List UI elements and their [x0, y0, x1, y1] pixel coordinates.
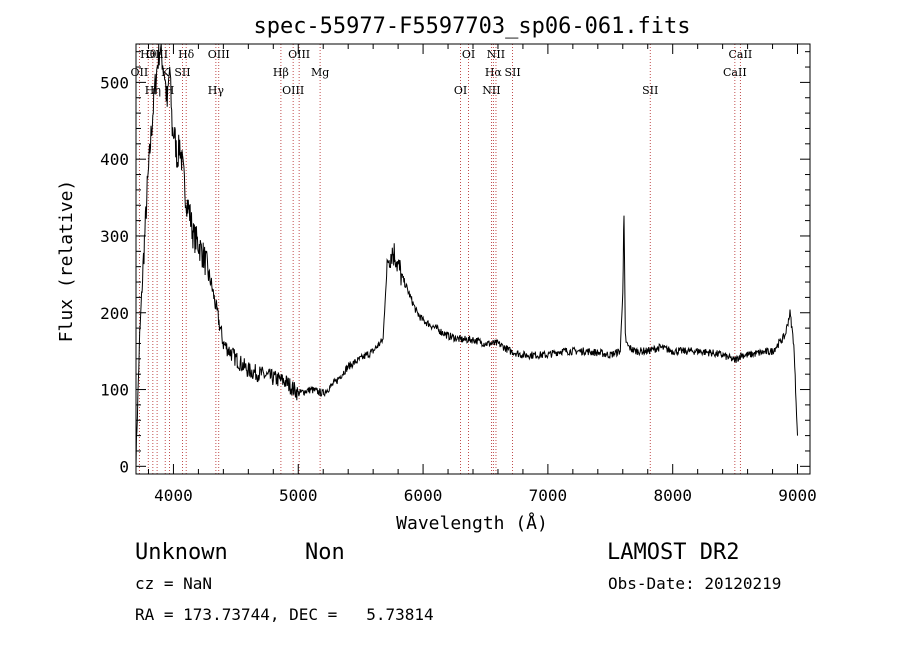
x-axis-ticks: 4000 5000 6000 7000 8000 9000 — [147, 44, 817, 505]
survey-name: LAMOST DR2 — [607, 540, 740, 565]
spectral-line-label: Hα — [485, 66, 503, 79]
spectral-line-label: OI — [462, 48, 475, 61]
spectral-line-label: Mg — [311, 66, 329, 79]
coordinates: RA = 173.73744, DEC = 5.73814 — [135, 605, 434, 624]
obs-date: Obs-Date: 20120219 — [608, 574, 782, 593]
y-tick-label: 100 — [100, 381, 129, 400]
spectral-line-label: OII — [131, 66, 149, 79]
x-tick-label: 7000 — [529, 486, 568, 505]
spectral-line-label: H — [165, 84, 175, 97]
x-tick-label: 6000 — [404, 486, 443, 505]
spectral-line-label: OI — [454, 84, 467, 97]
spectral-line-label: SII — [174, 66, 190, 79]
spectral-line-label: K — [161, 66, 170, 79]
spectrum-series-line — [135, 43, 798, 468]
spectral-line-label: Hβ — [273, 66, 289, 79]
spectral-line-label: OIII — [146, 48, 168, 61]
spectral-line-label: Hη — [145, 84, 161, 97]
spectral-line-label: NII — [482, 84, 500, 97]
spectral-line-label: SII — [642, 84, 658, 97]
spectral-line-label: NII — [487, 48, 505, 61]
y-axis-label: Flux (relative) — [56, 180, 77, 343]
spectral-line-label: Hθ — [140, 48, 157, 61]
y-tick-label: 500 — [100, 73, 129, 92]
chart-title: spec-55977-F5597703_sp06-061.fits — [253, 14, 690, 39]
spectral-line-markers: HθOIIHηOIIIKHHδSIIHγOIIIHβOIIIOIIIMgOIOI… — [131, 44, 753, 474]
y-tick-label: 300 — [100, 227, 129, 246]
plot-frame — [135, 43, 811, 475]
x-tick-label: 5000 — [279, 486, 318, 505]
spectral-line-label: OIII — [282, 84, 304, 97]
spectral-line-label: CaII — [723, 66, 747, 79]
x-axis-label: Wavelength (Å) — [396, 512, 548, 534]
spectral-line-label: Hγ — [208, 84, 225, 97]
y-tick-label: 0 — [119, 457, 129, 476]
subclass: Non — [305, 540, 345, 565]
x-tick-label: 8000 — [653, 486, 692, 505]
spectral-line-label: OIII — [288, 48, 310, 61]
spectral-line-label: OIII — [208, 48, 230, 61]
class-name: Unknown — [135, 540, 228, 565]
spectral-line-label: SII — [504, 66, 520, 79]
x-tick-label: 9000 — [778, 486, 817, 505]
spectral-line-label: Hδ — [178, 48, 195, 61]
spectral-line-label: CaII — [729, 48, 753, 61]
x-tick-label: 4000 — [154, 486, 193, 505]
y-tick-label: 200 — [100, 304, 129, 323]
y-axis-ticks: 0 100 200 300 400 500 — [100, 51, 810, 476]
cz-value: cz = NaN — [135, 574, 213, 593]
y-tick-label: 400 — [100, 150, 129, 169]
